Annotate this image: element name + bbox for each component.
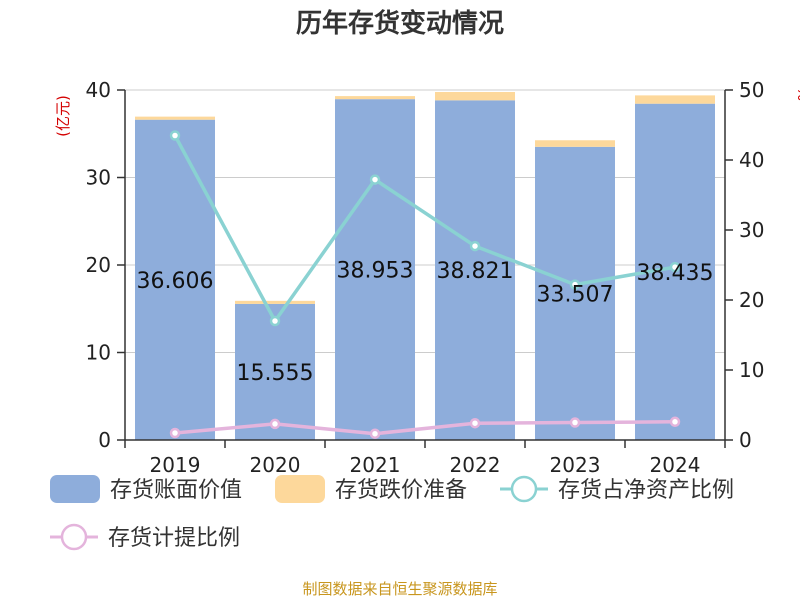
point-provision-ratio — [469, 417, 481, 429]
right-axis-tick-label: 30 — [739, 218, 764, 242]
gridlines — [125, 89, 725, 353]
point-net-assets-ratio — [369, 174, 381, 185]
bar-book-value — [435, 100, 515, 440]
bar-impairment — [135, 116, 215, 120]
bar-book-value — [135, 119, 215, 440]
legend-swatch-impairment — [275, 475, 325, 503]
bar-value-label: 33.507 — [537, 282, 614, 307]
bar-value-label: 38.821 — [437, 259, 514, 284]
axes: 0 10 20 30 40 0 10 20 30 40 50 2019 2020 2021 2022 2023… — [86, 78, 765, 477]
line-net-assets-ratio — [173, 134, 676, 323]
lines — [169, 130, 681, 439]
bar-book-value — [535, 146, 615, 440]
point-net-assets-ratio — [669, 261, 681, 273]
right-axis-unit: % — [794, 87, 800, 101]
point-provision-ratio — [569, 417, 581, 428]
bar-value-label: 38.953 — [337, 259, 414, 284]
data-labels: 36.606 15.555 38.953 38.821 33.507 38.435 — [137, 259, 714, 386]
bar-value-label: 38.435 — [637, 261, 714, 286]
bar-value-label: 36.606 — [137, 269, 214, 294]
bar-impairment — [535, 140, 615, 147]
legend-swatch-book-value — [50, 475, 100, 503]
bars — [135, 92, 715, 440]
right-axis-tick-label: 0 — [739, 428, 752, 452]
legend-label-impairment: 存货跌价准备 — [335, 478, 467, 503]
left-axis-tick-label: 0 — [98, 428, 111, 452]
right-axis-tick-label: 50 — [739, 78, 764, 102]
point-net-assets-ratio — [169, 130, 181, 141]
source-note: 制图数据来自恒生聚源数据库 — [302, 580, 497, 598]
point-provision-ratio — [269, 418, 281, 430]
right-axis-tick-label: 40 — [739, 148, 764, 172]
right-axis-tick-label: 20 — [739, 288, 764, 312]
bar-value-label: 15.555 — [237, 361, 314, 386]
left-axis-tick-label: 40 — [86, 78, 111, 102]
bar-impairment — [635, 95, 715, 104]
point-net-assets-ratio — [469, 240, 481, 252]
bar-impairment — [335, 96, 415, 100]
left-axis-unit: (亿元) — [54, 95, 72, 137]
left-axis-tick-label: 10 — [86, 341, 111, 365]
legend-label-book-value: 存货账面价值 — [110, 478, 242, 503]
x-axis-tick-label: 2019 — [150, 453, 201, 477]
x-axis-tick-label: 2023 — [550, 453, 601, 477]
x-axis-tick-label: 2020 — [250, 453, 301, 477]
bar-impairment — [235, 300, 315, 304]
point-provision-ratio — [669, 416, 681, 428]
point-net-assets-ratio — [269, 315, 281, 327]
point-provision-ratio — [369, 428, 381, 439]
legend-label-provision-ratio: 存货计提比例 — [108, 526, 240, 551]
left-axis-tick-label: 30 — [86, 166, 111, 190]
legend-marker-net-assets-ratio — [510, 475, 538, 503]
x-axis-tick-label: 2021 — [350, 453, 401, 477]
point-provision-ratio — [169, 427, 181, 439]
left-axis-tick-label: 20 — [86, 253, 111, 277]
chart-title: 历年存货变动情况 — [296, 8, 504, 39]
line-provision-ratio — [174, 420, 676, 436]
point-net-assets-ratio — [569, 279, 581, 290]
bar-book-value — [335, 99, 415, 440]
x-axis-tick-label: 2024 — [650, 453, 701, 477]
x-axis-tick-label: 2022 — [450, 453, 501, 477]
bar-book-value — [235, 303, 315, 440]
right-axis-tick-label: 10 — [739, 358, 764, 382]
legend-marker-provision-ratio — [60, 523, 88, 551]
bar-impairment — [435, 92, 515, 101]
legend-label-net-assets-ratio: 存货占净资产比例 — [558, 478, 734, 503]
